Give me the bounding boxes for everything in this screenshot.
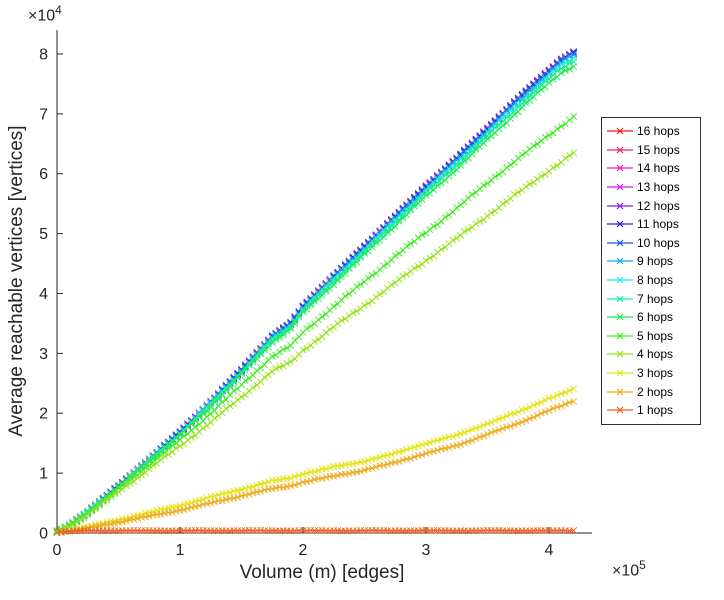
y-tick-label: 0 <box>39 526 48 543</box>
legend-line-marker <box>607 332 633 340</box>
series-markers-5-hops <box>53 112 578 534</box>
legend-label: 3 hops <box>637 366 674 381</box>
y-tick-label: 6 <box>39 166 48 183</box>
x-axis-exponent: ×105 <box>612 558 646 580</box>
legend-item: 4 hops <box>602 345 700 364</box>
y-tick-label: 2 <box>39 406 48 423</box>
y-exponent-power: 4 <box>55 3 62 17</box>
legend-item: 12 hops <box>602 196 700 215</box>
x-tick-label: 3 <box>422 542 431 559</box>
legend-item: 8 hops <box>602 271 700 290</box>
legend-label: 12 hops <box>637 198 680 213</box>
series-markers-1-hops <box>53 526 578 537</box>
legend-line-marker <box>607 388 633 396</box>
legend-item: 7 hops <box>602 289 700 308</box>
series-markers-13-hops <box>53 50 578 536</box>
y-tick-label: 1 <box>39 466 48 483</box>
x-tick-label: 0 <box>53 542 62 559</box>
legend-label: 2 hops <box>637 384 674 399</box>
legend-label: 13 hops <box>637 180 680 195</box>
legend-label: 14 hops <box>637 161 680 176</box>
legend-label: 4 hops <box>637 347 674 362</box>
x-exponent-base: ×10 <box>612 562 640 580</box>
legend-line-marker <box>607 127 633 135</box>
y-tick-label: 5 <box>39 226 48 243</box>
x-tick-label: 1 <box>176 542 185 559</box>
legend-line-marker <box>607 276 633 284</box>
legend-label: 1 hops <box>637 403 674 418</box>
legend-line-marker <box>607 258 633 265</box>
legend-line-marker <box>607 220 633 228</box>
legend: 16 hops 15 hops 14 hops 13 hops 12 hops 11 ho… <box>601 117 701 425</box>
legend-label: 10 hops <box>637 235 680 250</box>
legend-line-marker <box>607 239 633 247</box>
legend-line-marker <box>607 183 633 191</box>
legend-item: 5 hops <box>602 327 700 346</box>
legend-line-marker <box>607 146 633 154</box>
legend-line-marker <box>607 369 633 377</box>
legend-item: 1 hops <box>602 401 700 420</box>
legend-line-marker <box>607 313 633 321</box>
legend-label: 6 hops <box>637 310 674 325</box>
legend-label: 5 hops <box>637 328 674 343</box>
legend-line-marker <box>607 406 633 414</box>
x-axis-label: Volume (m) [edges] <box>239 562 405 583</box>
legend-label: 15 hops <box>637 142 680 157</box>
y-exponent-base: ×10 <box>28 7 56 25</box>
legend-label: 8 hops <box>637 273 674 288</box>
legend-line-marker <box>607 202 633 210</box>
legend-line-marker <box>607 165 633 172</box>
legend-item: 14 hops <box>602 159 700 178</box>
legend-item: 11 hops <box>602 215 700 234</box>
series-line-3-hops <box>56 388 574 534</box>
series-markers-3-hops <box>53 385 578 536</box>
x-exponent-power: 5 <box>639 558 646 572</box>
legend-label: 7 hops <box>637 291 674 306</box>
legend-item: 6 hops <box>602 308 700 327</box>
x-tick-label: 4 <box>545 542 554 559</box>
legend-item: 15 hops <box>602 141 700 160</box>
legend-item: 10 hops <box>602 234 700 253</box>
y-tick-label: 7 <box>39 106 48 123</box>
legend-label: 16 hops <box>637 124 680 139</box>
y-tick-label: 3 <box>39 346 48 363</box>
legend-line-marker <box>607 295 633 303</box>
legend-item: 16 hops <box>602 122 700 141</box>
y-axis-label: Average reachable vertices [vertices] <box>6 125 27 437</box>
legend-line-marker <box>607 350 633 358</box>
y-tick-label: 4 <box>39 286 48 303</box>
y-axis-exponent: ×104 <box>28 3 62 25</box>
x-tick-label: 2 <box>299 542 308 559</box>
legend-item: 13 hops <box>602 178 700 197</box>
legend-item: 9 hops <box>602 252 700 271</box>
legend-label: 11 hops <box>637 217 679 232</box>
y-tick-label: 8 <box>39 46 48 63</box>
legend-item: 3 hops <box>602 364 700 383</box>
legend-label: 9 hops <box>637 254 674 269</box>
legend-item: 2 hops <box>602 382 700 401</box>
